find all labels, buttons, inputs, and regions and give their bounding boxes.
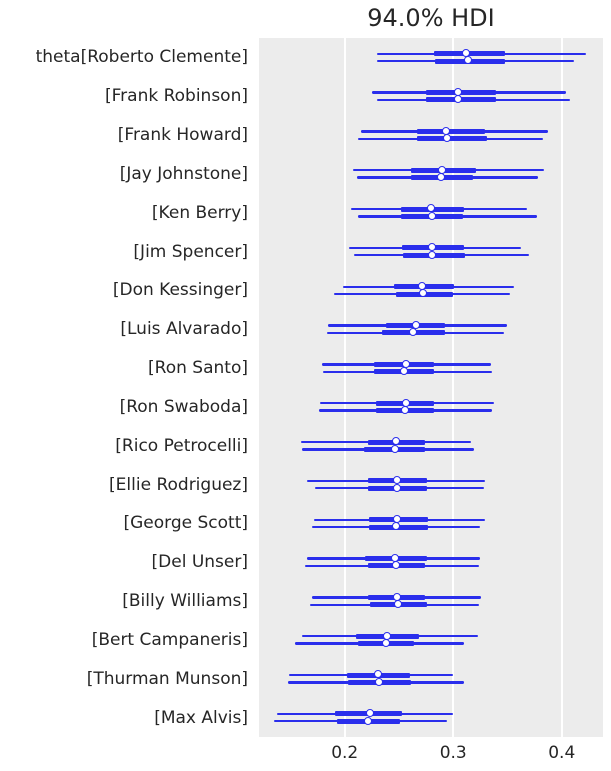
y-axis-label: [Del Unser] [151, 552, 248, 573]
median-marker [443, 134, 452, 143]
y-axis-label: [Jim Spencer] [133, 241, 248, 262]
x-axis: 0.2 0.3 0.4 [259, 741, 603, 767]
gridline [452, 38, 455, 737]
y-axis-label: [Max Alvis] [154, 707, 248, 728]
gridline [343, 38, 346, 737]
chart-title: 94.0% HDI [367, 4, 495, 32]
y-axis-labels: theta[Roberto Clemente] [Frank Robinson] [… [0, 38, 248, 737]
y-axis-label: [George Scott] [123, 513, 248, 534]
x-tick-label: 0.2 [331, 743, 359, 763]
y-axis-label: [Thurman Munson] [86, 668, 248, 689]
median-marker [419, 289, 428, 298]
median-marker [382, 638, 391, 647]
plot-area [259, 38, 603, 737]
median-marker [409, 328, 418, 337]
median-marker [391, 444, 400, 453]
median-marker [400, 405, 409, 414]
iqr-line [417, 128, 485, 134]
y-axis-label: [Ron Swaboda] [119, 396, 248, 417]
y-axis-label: [Ken Berry] [151, 202, 248, 223]
y-axis-label: [Ron Santo] [148, 358, 248, 379]
x-tick-label: 0.4 [548, 743, 576, 763]
median-marker [374, 677, 383, 686]
median-marker [436, 172, 445, 181]
median-marker [392, 561, 401, 570]
y-axis-label: [Luis Alvarado] [120, 319, 248, 340]
y-axis-label: [Frank Robinson] [104, 86, 248, 107]
x-tick-label: 0.3 [439, 743, 467, 763]
y-axis-label: [Ellie Rodriguez] [109, 474, 248, 495]
y-axis-label: [Frank Howard] [117, 125, 248, 146]
median-marker [463, 56, 472, 65]
y-axis-label: [Don Kessinger] [112, 280, 248, 301]
median-marker [392, 522, 401, 531]
gridline [560, 38, 563, 737]
median-marker [394, 600, 403, 609]
median-marker [363, 716, 372, 725]
y-axis-label: [Rico Petrocelli] [115, 435, 248, 456]
y-axis-label: [Bert Campaneris] [91, 629, 248, 650]
y-axis-label: [Jay Johnstone] [119, 163, 248, 184]
median-marker [453, 95, 462, 104]
median-marker [427, 250, 436, 259]
iqr-line [417, 136, 487, 142]
median-marker [393, 483, 402, 492]
median-marker [427, 211, 436, 220]
y-axis-label: theta[Roberto Clemente] [35, 47, 248, 68]
median-marker [399, 367, 408, 376]
y-axis-label: [Billy Williams] [122, 591, 248, 612]
